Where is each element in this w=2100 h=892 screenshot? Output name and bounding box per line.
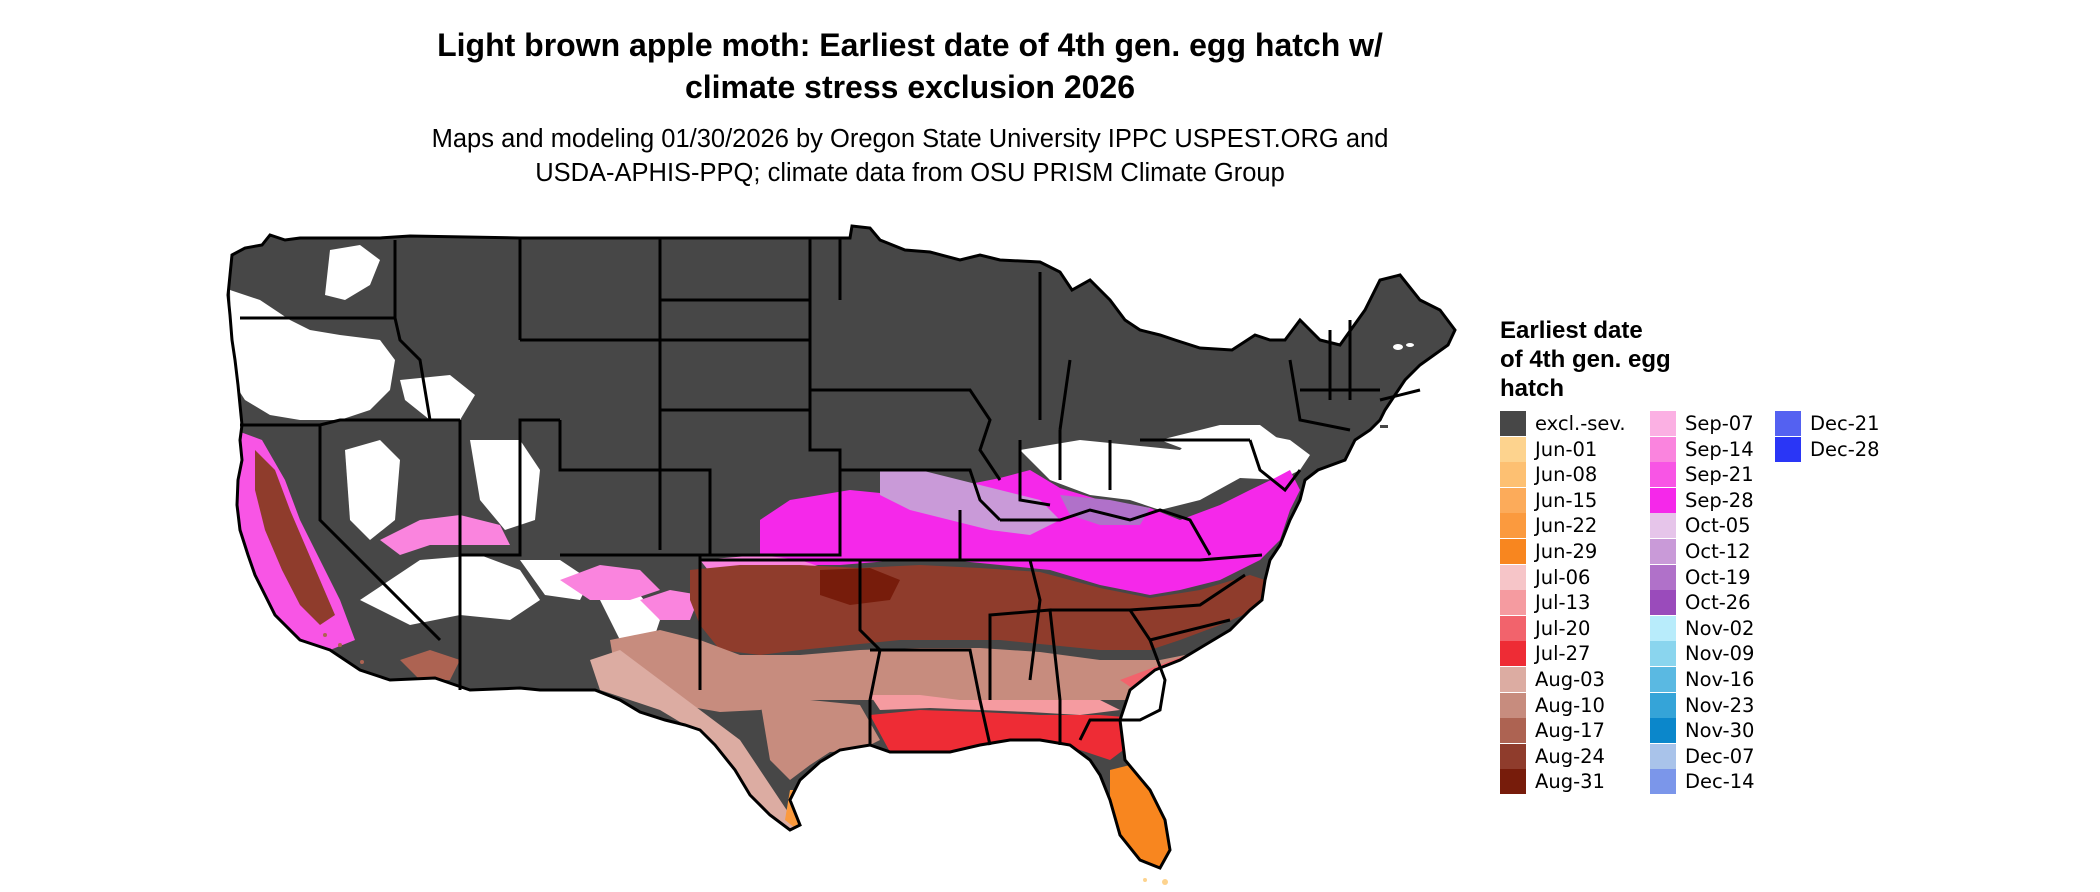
- legend-label: Sep-28: [1685, 488, 1754, 512]
- legend-label: Nov-16: [1685, 668, 1755, 691]
- legend-label: Jul-27: [1535, 642, 1591, 666]
- no-data-region: [400, 375, 475, 420]
- legend-label: Oct-12: [1685, 540, 1751, 563]
- legend-swatch: [1650, 436, 1676, 462]
- legend-label: Nov-02: [1685, 616, 1755, 640]
- legend-title-line-3: hatch: [1500, 375, 1565, 402]
- legend-swatch: [1500, 564, 1526, 590]
- legend-title-line-2: of 4th gen. egg: [1500, 346, 1671, 373]
- sep-band: [640, 590, 700, 620]
- legend-swatch: [1500, 615, 1526, 641]
- aug-band: [590, 650, 800, 830]
- legend-label: Oct-26: [1685, 591, 1751, 615]
- no-data-region: [345, 440, 400, 540]
- legend-label: Jun-22: [1535, 514, 1598, 538]
- legend-label: Nov-23: [1685, 693, 1755, 717]
- sep-band: [380, 515, 510, 555]
- legend-label: excl.-sev.: [1535, 412, 1626, 435]
- legend-label: Aug-31: [1535, 770, 1605, 794]
- legend-swatch: [1650, 462, 1676, 488]
- legend-swatch: [1500, 487, 1526, 513]
- aug-band: [760, 700, 880, 780]
- legend-swatch: [1500, 692, 1526, 718]
- legend-label: Jul-20: [1535, 616, 1591, 640]
- legend-label: Sep-14: [1685, 437, 1754, 461]
- legend-swatch: [1650, 641, 1676, 667]
- offshore-islands: [323, 420, 1388, 885]
- legend-swatch: [1650, 743, 1676, 769]
- offshore-detail: [1393, 343, 1414, 350]
- aug-band: [610, 630, 1250, 712]
- title-line-1: Light brown apple moth: Earliest date of…: [437, 27, 1383, 63]
- legend-label: Aug-24: [1535, 744, 1605, 768]
- legend-swatch: [1650, 564, 1676, 590]
- no-data-region: [325, 245, 380, 300]
- state-borders: [226, 224, 1457, 870]
- legend-label: Jul-13: [1535, 591, 1591, 615]
- no-data-region: [360, 555, 540, 625]
- legend-swatch: [1650, 487, 1676, 513]
- legend-label: Aug-10: [1535, 693, 1605, 717]
- jul-band: [870, 700, 1200, 760]
- subtitle-line-2: USDA-APHIS-PPQ; climate data from OSU PR…: [535, 159, 1285, 187]
- aug-band: [400, 650, 460, 680]
- legend-label: Aug-17: [1535, 719, 1605, 743]
- legend-swatch: [1500, 590, 1526, 616]
- legend-swatch: [1650, 769, 1676, 795]
- legend-swatch: [1500, 769, 1526, 795]
- legend-label: Dec-21: [1810, 412, 1880, 435]
- legend-label: Oct-05: [1685, 514, 1751, 538]
- legend: Earliest date of 4th gen. egg hatch excl…: [1500, 316, 1880, 795]
- legend-label: Nov-09: [1685, 642, 1755, 666]
- legend-label: Jun-29: [1535, 540, 1598, 563]
- legend-swatch: [1650, 411, 1676, 436]
- chart-subtitle: Maps and modeling 01/30/2026 by Oregon S…: [260, 122, 1560, 190]
- no-data-region: [520, 560, 590, 600]
- legend-swatch: [1775, 411, 1801, 436]
- legend-swatch: [1650, 667, 1676, 692]
- aug-band: [255, 450, 335, 625]
- legend-swatch: [1650, 718, 1676, 744]
- legend-label: Nov-30: [1685, 719, 1755, 743]
- legend-title: Earliest date of 4th gen. egg hatch: [1500, 316, 1671, 403]
- legend-swatch: [1650, 615, 1676, 641]
- subtitle-line-1: Maps and modeling 01/30/2026 by Oregon S…: [431, 125, 1389, 153]
- legend-swatch: [1650, 590, 1676, 616]
- legend-swatch: [1500, 667, 1526, 692]
- legend-swatch: [1650, 513, 1676, 539]
- legend-label: Oct-19: [1685, 565, 1751, 589]
- legend-label: Jun-15: [1535, 488, 1598, 512]
- jul-band: [870, 695, 1120, 715]
- legend-swatch: [1500, 436, 1526, 462]
- legend-label: Sep-21: [1685, 463, 1754, 487]
- legend-swatch: [1500, 743, 1526, 769]
- legend-swatch: [1500, 513, 1526, 539]
- sep-band: [560, 565, 660, 600]
- legend-swatch: [1650, 539, 1676, 564]
- legend-swatch: [1500, 411, 1526, 436]
- legend-label: Jun-01: [1535, 437, 1598, 461]
- chart-title: Light brown apple moth: Earliest date of…: [260, 24, 1560, 108]
- legend-label: Dec-07: [1685, 744, 1755, 768]
- legend-swatch: [1500, 718, 1526, 744]
- legend-swatch: [1500, 641, 1526, 667]
- oct-band: [1060, 495, 1150, 525]
- no-data-region: [470, 440, 540, 530]
- legend-swatch: [1775, 436, 1801, 462]
- legend-swatch: [1500, 462, 1526, 488]
- legend-swatch: [1650, 692, 1676, 718]
- legend-label: Sep-07: [1685, 412, 1754, 435]
- legend-title-line-1: Earliest date: [1500, 317, 1643, 344]
- title-line-2: climate stress exclusion 2026: [684, 69, 1136, 105]
- legend-swatch: [1500, 539, 1526, 564]
- no-data-region: [230, 290, 395, 420]
- legend-label: Jun-08: [1535, 463, 1598, 487]
- map-fill: [228, 226, 1455, 868]
- legend-label: Jul-06: [1535, 565, 1591, 589]
- legend-label: Aug-03: [1535, 668, 1605, 691]
- legend-label: Dec-14: [1685, 770, 1755, 794]
- legend-label: Dec-28: [1810, 437, 1880, 461]
- jun-band: [1110, 765, 1170, 868]
